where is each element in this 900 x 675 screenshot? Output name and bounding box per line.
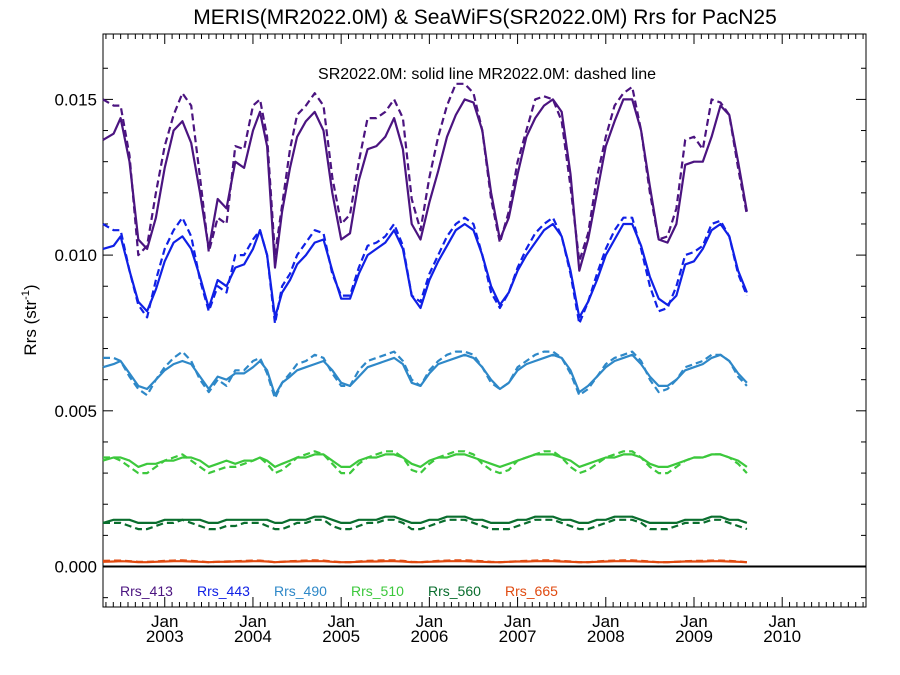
y-tick-label: 0.005 xyxy=(54,402,97,421)
legend-entry-rrs-443: Rrs_443 xyxy=(197,583,250,599)
plot-frame xyxy=(102,33,867,608)
legend-entry-rrs-490: Rrs_490 xyxy=(274,583,327,599)
series-line-rrs-413-solid xyxy=(102,98,748,272)
x-tick-month-label: Jan xyxy=(592,612,619,631)
series-line-rrs-560-dashed xyxy=(103,518,748,531)
x-tick-month-label: Jan xyxy=(680,612,707,631)
legend-entry-rrs-560: Rrs_560 xyxy=(428,583,481,599)
legend-entry-rrs-510: Rrs_510 xyxy=(351,583,404,599)
series-line-rrs-443-dashed xyxy=(102,216,748,325)
y-tick-label: 0.015 xyxy=(54,90,97,109)
x-tick-month-label: Jan xyxy=(327,612,354,631)
x-tick-year-label: 2005 xyxy=(322,627,360,646)
x-tick-year-label: 2004 xyxy=(234,627,272,646)
x-tick-year-label: 2007 xyxy=(499,627,537,646)
series-line-rrs-560-solid xyxy=(102,515,748,524)
x-tick-year-label: 2010 xyxy=(763,627,801,646)
x-tick-year-label: 2008 xyxy=(587,627,625,646)
series-line-rrs-490-solid xyxy=(102,353,748,397)
series-line-rrs-510-solid xyxy=(102,453,748,468)
series-line-rrs-665-solid xyxy=(102,560,747,564)
x-tick-year-label: 2006 xyxy=(410,627,448,646)
x-axis: Jan2003Jan2004Jan2005Jan2006Jan2007Jan20… xyxy=(105,34,864,646)
legend-entry-rrs-665: Rrs_665 xyxy=(505,583,558,599)
series-layer xyxy=(102,82,748,564)
series-line-rrs-413-dashed xyxy=(102,82,748,263)
x-tick-year-label: 2009 xyxy=(675,627,713,646)
y-axis-label-superscript: -1 xyxy=(20,290,32,300)
x-tick-year-label: 2003 xyxy=(146,627,184,646)
x-tick-month-label: Jan xyxy=(239,612,266,631)
x-tick-month-label: Jan xyxy=(151,612,178,631)
chart-title: MERIS(MR2022.0M) & SeaWiFS(SR2022.0M) Rr… xyxy=(193,6,777,29)
legend: Rrs_413 Rrs_443 Rrs_490 Rrs_510 Rrs_560 Rrs_6… xyxy=(120,583,558,599)
y-axis-label: Rrs (str-1) xyxy=(20,284,40,355)
y-tick-label: 0.010 xyxy=(54,246,97,265)
y-axis-label-close: ) xyxy=(21,284,40,290)
series-line-rrs-443-solid xyxy=(102,222,748,319)
x-tick-month-label: Jan xyxy=(504,612,531,631)
x-tick-month-label: Jan xyxy=(416,612,443,631)
series-line-rrs-510-dashed xyxy=(103,450,748,475)
y-axis: 0.000 0.005 0.010 0.015 xyxy=(54,67,866,599)
y-axis-label-main: Rrs (str xyxy=(21,300,40,356)
y-tick-label: 0.000 xyxy=(54,558,97,577)
line-style-annotation: SR2022.0M: solid line MR2022.0M: dashed … xyxy=(318,66,656,83)
legend-entry-rrs-413: Rrs_413 xyxy=(120,583,173,599)
x-tick-month-label: Jan xyxy=(768,612,795,631)
